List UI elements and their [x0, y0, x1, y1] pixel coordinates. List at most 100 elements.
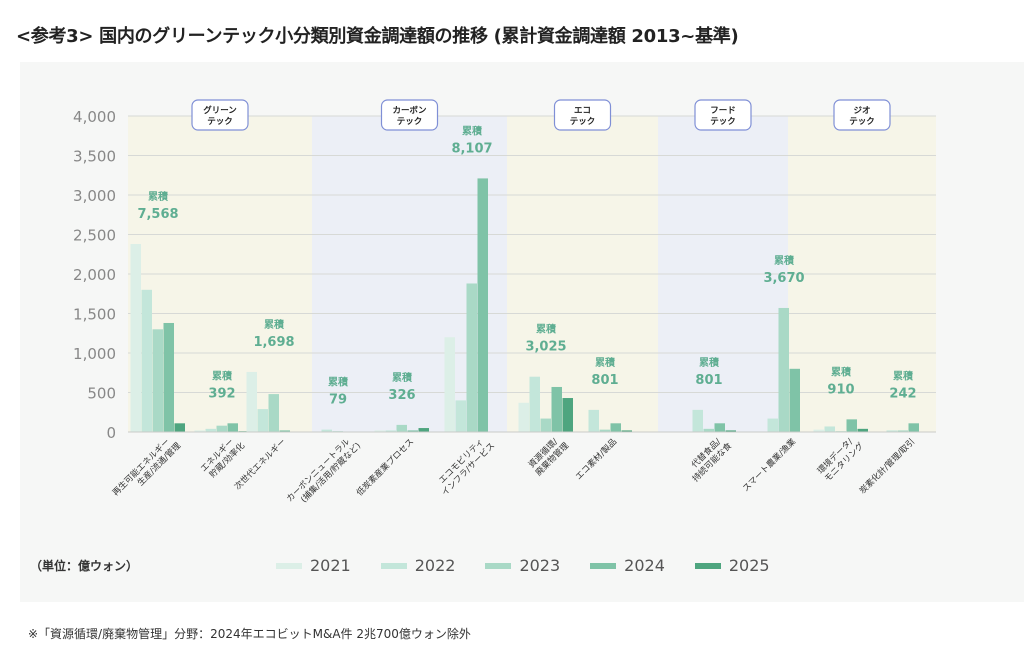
- bar-0-2021: [130, 243, 141, 432]
- section-header-label-4-0: ジオ: [853, 106, 870, 116]
- cumulative-value-10: 910: [827, 382, 854, 397]
- section-header-label-2-1: テック: [570, 116, 596, 127]
- cumulative-caption-11: 累積: [893, 369, 914, 382]
- legend-label-2023: 2023: [519, 556, 561, 575]
- y-tick-label-4: 2,000: [73, 266, 116, 284]
- bar-7-2022: [588, 409, 599, 432]
- bar-5-2022: [455, 400, 466, 432]
- bar-9-2022: [767, 418, 778, 432]
- bar-8-2023: [703, 428, 714, 432]
- section-header-label-3-1: テック: [710, 116, 736, 127]
- section-header-box-2: [553, 99, 612, 131]
- bar-0-2023: [152, 329, 163, 432]
- section-header-label-4-1: テック: [849, 116, 875, 127]
- bar-1-2021: [194, 430, 205, 432]
- chart-panel: 0 500 1,000 1,500 2,000 2,500 3,000 3,500 4,000 グ…: [20, 62, 1024, 602]
- category-label-9-0: スマート農業/漁業: [740, 436, 798, 494]
- bar-chart: 0 500 1,000 1,500 2,000 2,500 3,000 3,500 4,000 グ…: [73, 99, 936, 505]
- y-tick-label-8: 4,000: [73, 108, 116, 126]
- bar-11-2022: [886, 430, 897, 432]
- cumulative-value-7: 801: [591, 373, 618, 388]
- cumulative-value-11: 242: [889, 386, 916, 401]
- cumulative-caption-7: 累積: [595, 356, 616, 369]
- bar-0-2024: [163, 322, 174, 432]
- bar-9-2024: [789, 368, 800, 432]
- cumulative-value-9: 3,670: [763, 271, 804, 286]
- cumulative-value-8: 801: [695, 373, 722, 388]
- cumulative-value-6: 3,025: [525, 340, 566, 355]
- bar-0-2022: [141, 289, 152, 432]
- bar-4-2022: [385, 430, 396, 432]
- section-header-label-3-0: フード: [710, 106, 736, 116]
- cumulative-caption-4: 累積: [392, 371, 413, 384]
- bar-10-2024: [846, 419, 857, 432]
- bar-11-2023: [897, 430, 908, 432]
- legend-label-2024: 2024: [624, 556, 665, 575]
- y-tick-label-0: 0: [106, 424, 116, 442]
- bar-6-2022: [529, 376, 540, 432]
- bar-7-2024: [610, 423, 621, 432]
- bar-4-2021: [374, 430, 385, 432]
- bar-2-2023: [268, 394, 279, 432]
- bar-2-2022: [257, 409, 268, 432]
- legend-swatch-2021: [276, 562, 302, 569]
- cumulative-value-5: 8,107: [451, 141, 492, 156]
- bar-5-2024: [477, 178, 488, 432]
- bar-2-2024: [279, 430, 290, 432]
- bar-6-2023: [540, 418, 551, 432]
- bar-1-2023: [216, 425, 227, 432]
- footnote: ※「資源循環/廃棄物管理」分野：2024年エコビットM&A件 2兆700億ウォン…: [28, 627, 471, 641]
- cumulative-caption-2: 累積: [264, 318, 285, 331]
- y-tick-label-2: 1,000: [73, 345, 116, 363]
- bar-4-2025: [418, 428, 429, 432]
- cumulative-caption-3: 累積: [328, 376, 349, 389]
- legend-swatch-2024: [590, 562, 617, 569]
- bar-1-2022: [205, 428, 216, 432]
- bar-11-2024: [908, 423, 919, 432]
- bar-6-2024: [551, 386, 562, 432]
- legend: 2021 2022 2023 2024 2025: [276, 556, 770, 575]
- bar-8-2025: [725, 430, 736, 432]
- bar-6-2025: [562, 398, 573, 432]
- bar-3-2022: [321, 429, 332, 432]
- bar-7-2025: [621, 430, 632, 432]
- cumulative-caption-1: 累積: [212, 369, 233, 382]
- section-header-box-1: [380, 99, 439, 131]
- section-header-box-4: [833, 99, 891, 131]
- legend-item-2023: 2023: [485, 556, 560, 575]
- legend-swatch-2022: [380, 562, 407, 569]
- cumulative-value-3: 79: [329, 393, 347, 408]
- category-label-11-0: 炭素化計/管理/取引: [857, 436, 917, 496]
- y-tick-label-6: 3,000: [73, 187, 116, 205]
- bar-8-2022: [692, 409, 703, 432]
- cumulative-value-4: 326: [388, 388, 415, 403]
- bar-10-2025: [857, 428, 868, 432]
- bar-2-2021: [246, 371, 257, 432]
- bar-8-2024: [714, 423, 725, 432]
- section-header-box-3: [694, 99, 752, 131]
- legend-swatch-2023: [485, 562, 512, 569]
- y-tick-label-7: 3,500: [73, 148, 116, 166]
- bar-6-2021: [518, 402, 529, 432]
- legend-label-2022: 2022: [414, 556, 456, 575]
- cumulative-caption-9: 累積: [774, 254, 795, 267]
- category-label-4-0: 低炭素産業プロセス: [354, 436, 416, 498]
- legend-item-2025: 2025: [694, 556, 770, 575]
- cumulative-caption-0: 累積: [148, 190, 169, 203]
- legend-item-2022: 2022: [380, 556, 456, 575]
- chart-title: <参考3> 国内のグリーンテック小分類別資金調達額の推移 (累計資金調達額 20…: [16, 26, 739, 47]
- bar-9-2023: [778, 307, 789, 432]
- legend-item-2024: 2024: [590, 556, 665, 575]
- section-header-box-0: [191, 99, 249, 131]
- legend-item-2021: 2021: [276, 556, 351, 575]
- section-header-label-0-0: グリーン: [203, 105, 237, 116]
- bar-10-2022: [824, 426, 835, 432]
- section-header-label-1-1: テック: [397, 116, 423, 127]
- y-tick-label-5: 2,500: [73, 227, 116, 245]
- cumulative-caption-5: 累積: [462, 124, 483, 137]
- bar-5-2023: [466, 283, 477, 432]
- bar-10-2021: [813, 429, 824, 432]
- section-header-label-1-0: カーボン: [392, 105, 427, 116]
- legend-swatch-2025: [694, 562, 721, 569]
- legend-label-2025: 2025: [728, 556, 770, 575]
